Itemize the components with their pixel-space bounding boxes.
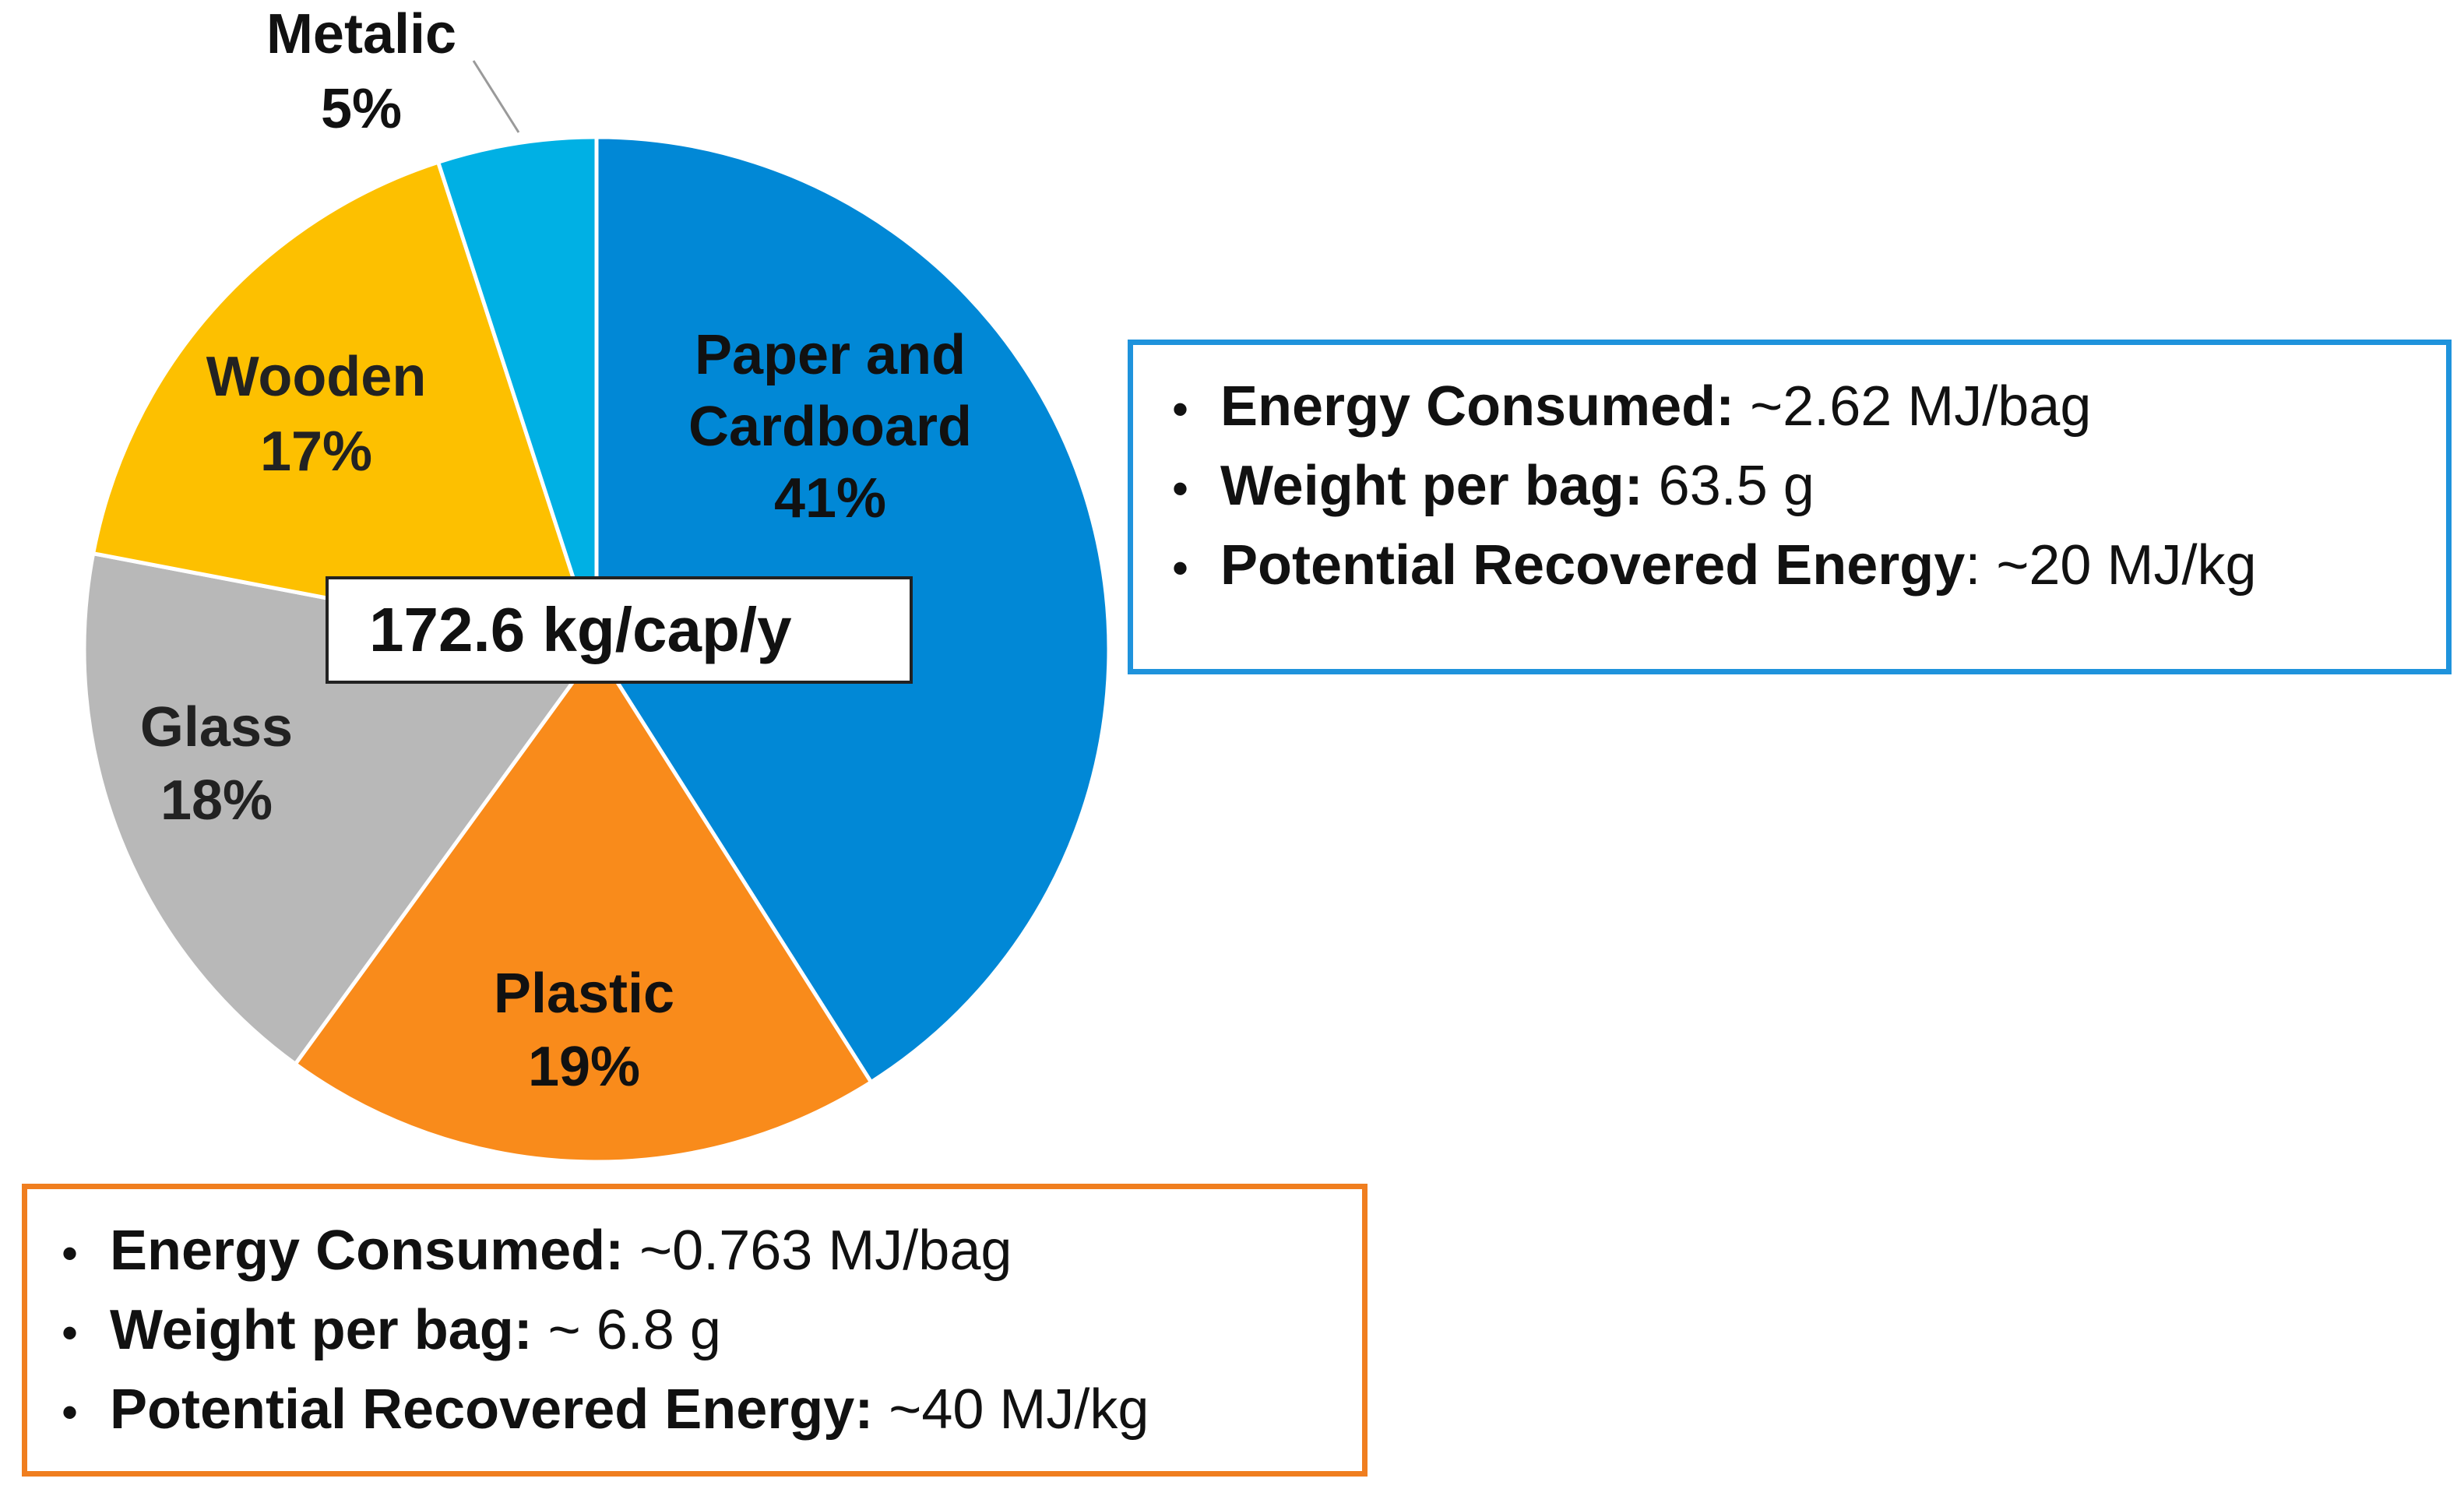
paper-info-list: • Energy Consumed: ~2.62 MJ/bag • Weight… bbox=[1172, 368, 2446, 607]
total-label: 172.6 kg/cap/y bbox=[369, 595, 792, 664]
slice-label-line: Cardboard bbox=[688, 396, 972, 458]
pie-slice-wooden bbox=[90, 160, 600, 653]
slice-label-line: Plastic bbox=[494, 963, 674, 1025]
slice-label-line: Wooden bbox=[206, 346, 427, 408]
info-item-value: ~2.62 MJ/bag bbox=[1750, 375, 2092, 438]
paper-info-box: • Energy Consumed: ~2.62 MJ/bag • Weight… bbox=[1128, 340, 2452, 674]
paper-info-item: • Energy Consumed: ~2.62 MJ/bag bbox=[1172, 368, 2446, 448]
info-item-value: 63.5 g bbox=[1658, 455, 1815, 517]
slice-label-line: 5% bbox=[321, 78, 402, 140]
pie-labels: Paper and Cardboard 41% Plastic 19% Glass 18% W… bbox=[140, 3, 972, 1098]
info-item-label: Potential Recovered Energy bbox=[1220, 534, 1966, 597]
slice-label-line: 17% bbox=[260, 421, 372, 483]
pie-slice-plastic bbox=[292, 646, 875, 1164]
info-item-value: ~ 6.8 g bbox=[547, 1299, 721, 1361]
info-item-label: Energy Consumed: bbox=[1220, 375, 1735, 438]
slice-label-line: Metalic bbox=[266, 3, 456, 65]
plastic-info-box: • Energy Consumed: ~0.763 MJ/bag • Weigh… bbox=[22, 1184, 1368, 1477]
plastic-info-item: • Energy Consumed: ~0.763 MJ/bag bbox=[62, 1213, 1362, 1292]
slice-label-wooden: Wooden 17% bbox=[206, 346, 427, 483]
slice-label-line: 19% bbox=[528, 1036, 640, 1098]
slice-label-line: 41% bbox=[774, 467, 886, 530]
slice-label-metalic: Metalic 5% bbox=[266, 3, 456, 140]
slice-label-line: Glass bbox=[140, 696, 293, 759]
info-item-label: Weight per bag: bbox=[1220, 455, 1643, 517]
slice-label-glass: Glass 18% bbox=[140, 696, 293, 832]
total-label-box: 172.6 kg/cap/y bbox=[326, 576, 913, 684]
plastic-info-item: • Potential Recovered Energy: ~40 MJ/kg bbox=[62, 1371, 1362, 1451]
plastic-info-list: • Energy Consumed: ~0.763 MJ/bag • Weigh… bbox=[62, 1213, 1362, 1451]
info-item-value: ~40 MJ/kg bbox=[889, 1378, 1149, 1441]
info-item-label: Potential Recovered Energy: bbox=[110, 1378, 874, 1441]
info-item-label: Weight per bag: bbox=[110, 1299, 533, 1361]
paper-info-item: • Weight per bag: 63.5 g bbox=[1172, 448, 2446, 527]
bullet-icon: • bbox=[1172, 463, 1189, 515]
bullet-icon: • bbox=[1172, 542, 1189, 594]
info-item-value: : ~20 MJ/kg bbox=[1965, 534, 2257, 597]
metalic-leader-line bbox=[472, 60, 520, 133]
bullet-icon: • bbox=[1172, 383, 1189, 435]
slice-label-line: Paper and bbox=[695, 324, 966, 386]
bullet-icon: • bbox=[62, 1307, 79, 1359]
slice-label-line: 18% bbox=[160, 769, 273, 832]
bullet-icon: • bbox=[62, 1386, 79, 1438]
info-item-value: ~0.763 MJ/bag bbox=[639, 1220, 1012, 1282]
plastic-info-item: • Weight per bag: ~ 6.8 g bbox=[62, 1292, 1362, 1371]
slice-label-plastic: Plastic 19% bbox=[494, 963, 674, 1098]
slice-label-paper-and-cardboard: Paper and Cardboard 41% bbox=[688, 324, 972, 530]
info-item-label: Energy Consumed: bbox=[110, 1220, 625, 1282]
pie-slice-metalic bbox=[435, 135, 599, 650]
bullet-icon: • bbox=[62, 1227, 79, 1279]
paper-info-item: • Potential Recovered Energy : ~20 MJ/kg bbox=[1172, 527, 2446, 607]
